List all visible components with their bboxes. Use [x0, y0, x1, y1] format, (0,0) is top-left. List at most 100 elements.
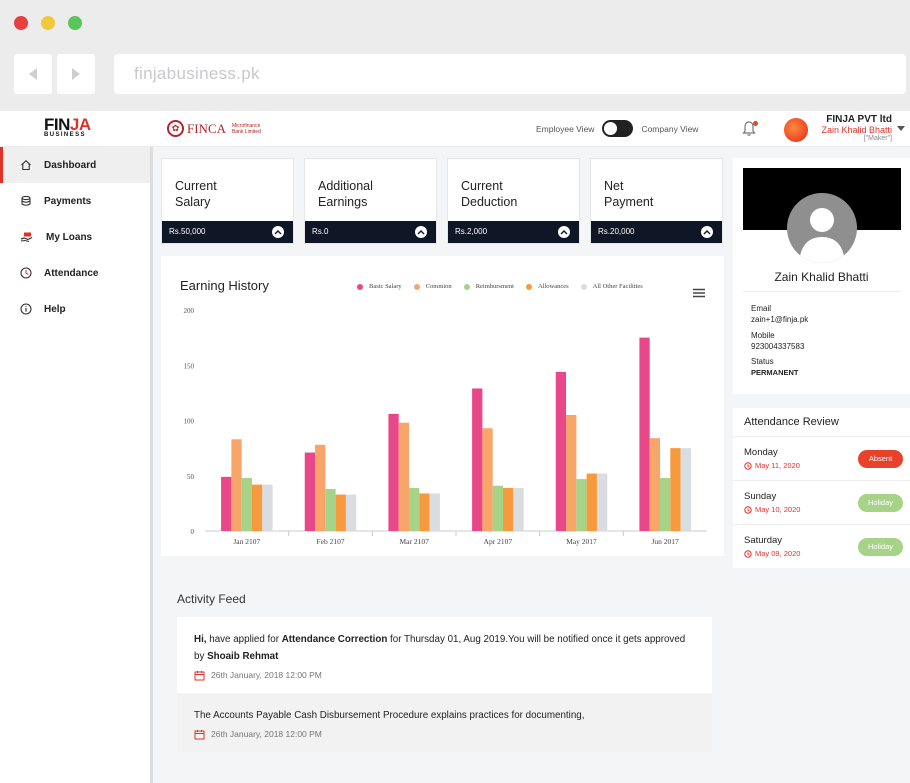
- expand-button[interactable]: [272, 226, 284, 238]
- info-icon: [20, 303, 32, 315]
- mobile-label: Mobile: [751, 331, 775, 340]
- attendance-row[interactable]: Sunday May 10, 2020 Holiday: [733, 480, 910, 524]
- feed-item[interactable]: Hi, have applied for Attendance Correcti…: [177, 617, 712, 693]
- address-bar[interactable]: finjabusiness.pk: [114, 54, 906, 94]
- card-value: Rs.0: [312, 227, 329, 236]
- bar-allowances: [502, 487, 514, 531]
- calendar-icon: [194, 730, 205, 740]
- expand-button[interactable]: [558, 226, 570, 238]
- user-role: ["Maker"]: [863, 135, 892, 142]
- attendance-status-badge: Holiday: [858, 494, 903, 512]
- legend-swatch: [357, 283, 363, 290]
- bar-commion: [398, 422, 410, 531]
- expand-button[interactable]: [415, 226, 427, 238]
- bar-all-other-facilities: [429, 493, 440, 531]
- feed-text: The Accounts Payable Cash Disbursement P…: [194, 710, 585, 721]
- bar-all-other-facilities: [596, 473, 608, 531]
- card-title-line2: Payment: [604, 195, 654, 209]
- user-avatar[interactable]: [784, 118, 808, 142]
- x-tick-label: Feb 2107: [316, 537, 344, 546]
- card-title: Additional Earnings: [318, 178, 418, 210]
- attendance-day: Sunday: [744, 491, 777, 502]
- chart-title: Earning History: [180, 278, 269, 293]
- feed-text-bold: Hi,: [194, 634, 207, 645]
- y-tick-label: 50: [187, 473, 195, 481]
- view-switch[interactable]: [602, 120, 634, 137]
- legend-item[interactable]: All Other Facilities: [580, 283, 643, 290]
- maximize-window-button[interactable]: [68, 16, 82, 30]
- company-name: FINJA PVT ltd: [826, 114, 892, 125]
- card-value-bar: Rs.20,000: [591, 221, 722, 243]
- attendance-row[interactable]: Monday May 11, 2020 Absent: [733, 436, 910, 480]
- bar-reimbursment: [492, 485, 503, 531]
- card-title-line2: Deduction: [461, 195, 518, 209]
- activity-feed-title: Activity Feed: [177, 592, 246, 606]
- clock-icon: [744, 549, 752, 558]
- legend-item[interactable]: Allowances: [525, 283, 569, 290]
- back-button[interactable]: [14, 54, 52, 94]
- finja-logo[interactable]: FINJA BUSINESS: [44, 115, 91, 139]
- sidebar-item-attendance[interactable]: Attendance: [0, 255, 150, 291]
- sidebar-item-label: Help: [44, 303, 66, 315]
- chevron-up-icon: [703, 230, 711, 235]
- earning-history-panel: 0 50 100 150 200 Jan 2107 Feb 2107 Mar 2107 Apr …: [161, 256, 724, 556]
- net-payment-card[interactable]: Net Payment Rs.20,000: [590, 158, 723, 244]
- attendance-row[interactable]: Saturday May 09, 2020 Holiday: [733, 524, 910, 568]
- finca-subtitle: Microfinance Bank Limited: [232, 122, 261, 135]
- legend-item[interactable]: Basic Salary: [357, 283, 402, 290]
- logo-subtitle: BUSINESS: [44, 132, 86, 138]
- forward-button[interactable]: [57, 54, 95, 94]
- user-silhouette-icon: [799, 208, 845, 263]
- attendance-review-panel: Attendance Review Monday May 11, 2020 Ab…: [733, 408, 910, 568]
- card-title-line1: Net: [604, 179, 624, 193]
- feed-text: Hi, have applied for Attendance Correcti…: [194, 631, 695, 665]
- x-tick-label: Jun 2017: [652, 537, 680, 546]
- bar-commion: [649, 438, 661, 531]
- feed-time-text: 26th January, 2018 12:00 PM: [211, 729, 322, 739]
- switch-knob: [604, 122, 618, 135]
- bar-commion: [482, 428, 493, 531]
- close-window-button[interactable]: [14, 16, 28, 30]
- legend-swatch: [525, 283, 532, 290]
- clock-icon: [20, 267, 32, 279]
- user-menu[interactable]: FINJA PVT ltd Zain Khalid Bhatti ["Maker…: [812, 115, 892, 143]
- sidebar-item-label: Dashboard: [44, 159, 97, 171]
- logo-text: FIN: [44, 115, 70, 134]
- bar-allowances: [586, 473, 597, 531]
- legend-item[interactable]: Commion: [413, 283, 452, 290]
- divider: [743, 291, 901, 292]
- minimize-window-button[interactable]: [41, 16, 55, 30]
- view-toggle: Employee View Company View: [536, 120, 698, 137]
- sidebar-item-payments[interactable]: Payments: [0, 183, 150, 219]
- profile-card: Zain Khalid Bhatti Email zain+1@finja.pk…: [733, 158, 910, 394]
- finca-logo: ✿ FINCA Microfinance Bank Limited: [167, 120, 266, 137]
- mobile-value: 923004337583: [751, 342, 805, 351]
- expand-button[interactable]: [701, 226, 713, 238]
- sidebar-item-label: Payments: [44, 195, 92, 207]
- chart-menu-button[interactable]: [693, 285, 705, 303]
- clock-icon: [744, 461, 752, 470]
- sidebar: Dashboard Payments My Loans Attendance H…: [0, 147, 153, 783]
- feed-text-bold: Attendance Correction: [281, 634, 388, 645]
- additional-earnings-card[interactable]: Additional Earnings Rs.0: [304, 158, 437, 244]
- bar-basic-salary: [472, 388, 483, 531]
- sidebar-item-help[interactable]: Help: [0, 291, 150, 327]
- bar-all-other-facilities: [680, 448, 691, 531]
- attendance-date: May 09, 2020: [744, 549, 800, 558]
- current-deduction-card[interactable]: Current Deduction Rs.2,000: [447, 158, 580, 244]
- finca-emblem-icon: ✿: [167, 120, 184, 137]
- feed-timestamp: 26th January, 2018 12:00 PM: [194, 726, 695, 743]
- y-tick-label: 100: [184, 418, 195, 426]
- legend-item[interactable]: Reimbursment: [463, 283, 514, 290]
- chevron-up-icon: [417, 230, 425, 235]
- arrow-left-icon: [29, 68, 37, 80]
- sidebar-item-dashboard[interactable]: Dashboard: [0, 147, 150, 183]
- notifications-button[interactable]: [741, 120, 758, 142]
- chevron-down-icon[interactable]: [897, 126, 905, 131]
- attendance-status-badge: Holiday: [858, 538, 903, 556]
- profile-avatar[interactable]: [787, 193, 857, 263]
- current-salary-card[interactable]: Current Salary Rs.50,000: [161, 158, 294, 244]
- feed-item[interactable]: The Accounts Payable Cash Disbursement P…: [177, 694, 712, 752]
- bar-reimbursment: [241, 477, 252, 531]
- sidebar-item-my-loans[interactable]: My Loans: [0, 219, 150, 255]
